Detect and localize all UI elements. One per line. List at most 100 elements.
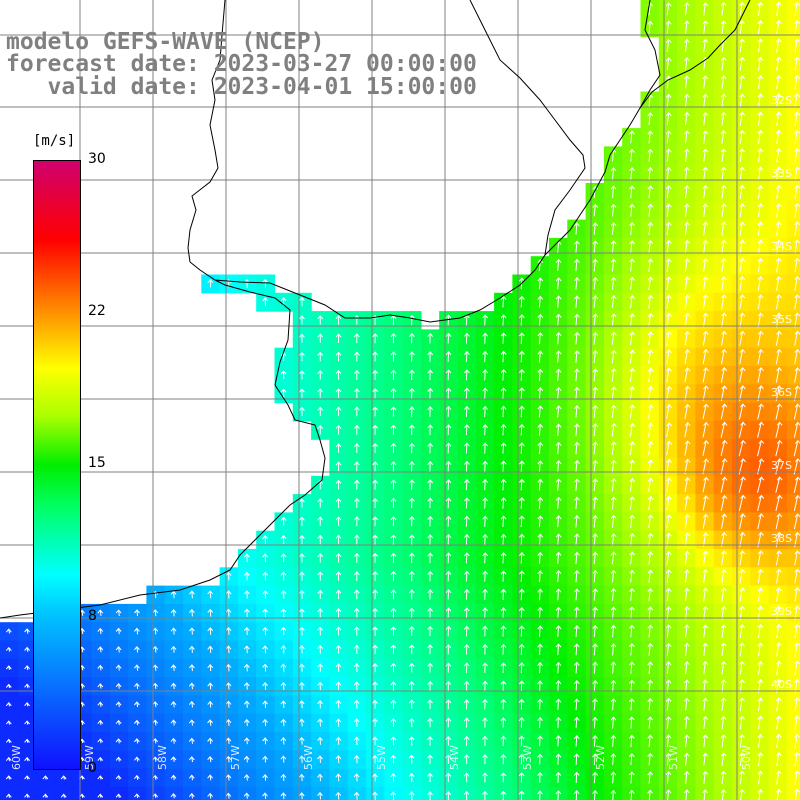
wind-arrow xyxy=(776,568,782,584)
wind-arrow xyxy=(702,697,709,711)
wind-arrow xyxy=(629,167,635,180)
wind-arrow xyxy=(372,516,379,527)
wind-arrow xyxy=(482,698,488,710)
wind-arrow xyxy=(335,516,342,527)
wind-arrow xyxy=(775,348,783,365)
wind-arrow xyxy=(519,332,525,345)
wind-arrow xyxy=(354,351,360,362)
wind-arrow xyxy=(592,533,599,546)
wind-arrow xyxy=(280,663,287,672)
wind-arrow xyxy=(24,756,30,762)
wind-arrow xyxy=(445,570,452,582)
wind-arrow xyxy=(537,332,544,345)
wind-arrow xyxy=(500,662,507,674)
wind-arrow xyxy=(793,421,800,438)
wind-arrow xyxy=(97,609,104,616)
wind-arrow xyxy=(702,642,709,657)
wind-arrow xyxy=(170,701,177,708)
wind-arrow xyxy=(684,312,691,328)
wind-arrow xyxy=(463,588,470,600)
wind-arrow xyxy=(720,587,727,602)
wind-arrow xyxy=(794,38,800,53)
wind-arrow xyxy=(170,719,177,726)
wind-arrow xyxy=(537,423,544,436)
wind-arrow xyxy=(794,330,800,346)
wind-arrow xyxy=(794,568,800,584)
wind-arrow xyxy=(408,736,415,746)
wind-arrow xyxy=(427,497,434,509)
wind-arrow xyxy=(757,221,764,236)
wind-arrow xyxy=(592,368,599,382)
wind-arrow xyxy=(702,385,709,401)
wind-arrow xyxy=(592,753,598,765)
wind-arrow xyxy=(573,716,580,729)
wind-arrow xyxy=(519,551,525,564)
wind-arrow xyxy=(775,184,782,199)
wind-arrow xyxy=(684,716,690,729)
wind-arrow xyxy=(390,479,397,490)
wind-arrow xyxy=(739,715,745,730)
wind-arrow xyxy=(739,788,745,800)
lagoon xyxy=(639,0,751,109)
wind-arrow xyxy=(262,645,268,654)
wind-arrow xyxy=(519,478,525,491)
wind-arrow xyxy=(702,130,709,144)
wind-arrow xyxy=(794,221,800,236)
wind-arrow xyxy=(610,222,617,235)
wind-arrow xyxy=(115,627,122,635)
wind-arrow xyxy=(188,700,195,708)
wind-arrow xyxy=(170,645,177,653)
wind-arrow xyxy=(555,661,562,674)
wind-arrow xyxy=(5,665,12,670)
wind-arrow xyxy=(298,589,305,599)
wind-arrow xyxy=(720,770,727,785)
wind-arrow xyxy=(555,478,562,491)
wind-arrow xyxy=(739,697,745,712)
wind-arrow xyxy=(702,532,709,547)
wind-arrow xyxy=(335,498,342,508)
wind-arrow xyxy=(738,403,746,420)
wind-arrow xyxy=(445,497,452,509)
wind-arrow xyxy=(757,660,764,675)
wind-arrow xyxy=(610,258,617,272)
wind-arrow xyxy=(298,718,305,727)
wind-arrow xyxy=(427,589,434,600)
wind-arrow xyxy=(647,752,654,766)
wind-arrow xyxy=(372,552,379,563)
wind-arrow xyxy=(244,608,250,617)
wind-arrow xyxy=(775,385,783,402)
wind-arrow xyxy=(445,699,452,710)
latitude-label: 39S xyxy=(771,605,792,618)
wind-arrow xyxy=(702,20,709,34)
wind-arrow xyxy=(97,646,104,653)
wind-arrow xyxy=(665,716,672,729)
wind-arrow xyxy=(647,459,654,474)
wind-arrow xyxy=(775,421,783,438)
wind-arrow xyxy=(500,423,507,436)
wind-arrow xyxy=(665,697,672,711)
wind-arrow xyxy=(775,148,782,163)
wind-arrow xyxy=(702,752,709,766)
wind-cell xyxy=(786,512,800,532)
wind-arrow xyxy=(629,349,636,364)
wind-arrow xyxy=(757,148,764,163)
wind-arrow xyxy=(335,388,342,398)
wind-arrow xyxy=(702,587,709,602)
wind-arrow xyxy=(757,111,764,126)
wind-arrow xyxy=(610,441,617,455)
wind-arrow xyxy=(262,535,269,544)
wind-arrow xyxy=(500,643,507,655)
wind-arrow xyxy=(134,682,140,689)
wind-arrow xyxy=(298,700,305,709)
wind-arrow xyxy=(445,607,452,618)
wind-arrow xyxy=(152,645,159,653)
wind-arrow xyxy=(299,534,305,545)
wind-arrow xyxy=(115,793,122,798)
wind-arrow xyxy=(463,644,470,655)
wind-arrow xyxy=(775,111,782,126)
wind-arrow xyxy=(97,683,104,689)
wind-arrow xyxy=(757,367,764,383)
wind-arrow xyxy=(757,513,765,530)
wind-arrow xyxy=(739,587,746,602)
wind-arrow xyxy=(721,330,728,346)
